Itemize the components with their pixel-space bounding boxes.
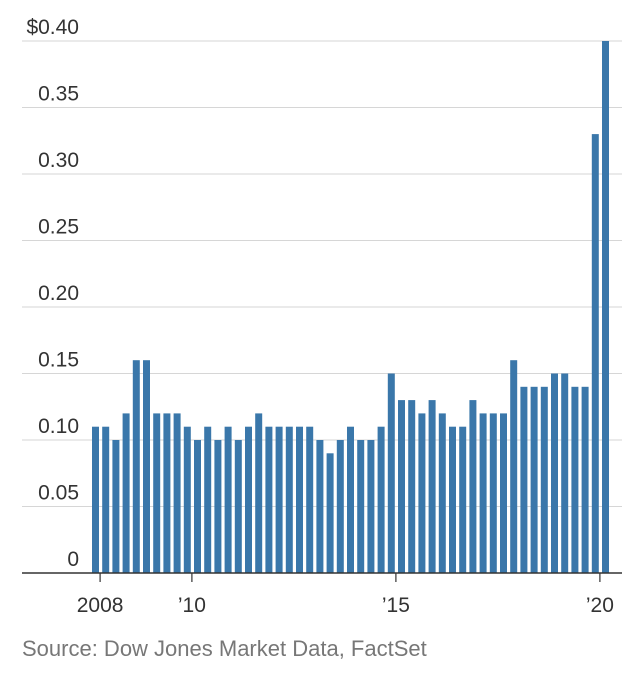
bar (469, 400, 477, 573)
bar (438, 413, 446, 573)
y-tick-label: 0.15 (38, 349, 79, 372)
bar (143, 360, 150, 573)
bar (591, 134, 599, 573)
y-tick-label: 0.05 (38, 482, 79, 505)
bar (540, 386, 548, 573)
bar (581, 386, 589, 573)
x-axis-ticks: 2008 ’10 ’15 ’20 (77, 573, 614, 617)
bar (336, 440, 344, 573)
y-axis-labels: 0 0.05 0.10 0.15 0.20 0.25 0.30 0.35 $0.40 (26, 16, 79, 571)
bar (449, 426, 456, 573)
bar (459, 426, 467, 573)
bar (122, 413, 130, 573)
bar (234, 440, 242, 573)
bar (92, 426, 99, 573)
bar (530, 386, 538, 573)
bar (285, 426, 293, 573)
bar (296, 426, 303, 573)
bar (428, 400, 436, 573)
x-tick-label: ’15 (382, 594, 410, 617)
x-tick-label: ’10 (178, 594, 206, 617)
bar (183, 426, 191, 573)
bar (306, 426, 314, 573)
bar (510, 360, 518, 573)
bar (479, 413, 487, 573)
bar (418, 413, 426, 573)
bar (408, 400, 416, 573)
bar (602, 41, 609, 573)
bars (92, 41, 609, 573)
bar (357, 440, 365, 573)
bar (347, 426, 354, 573)
bar (102, 426, 110, 573)
bar (398, 400, 405, 573)
bar (489, 413, 497, 573)
bar (224, 426, 232, 573)
gridlines (22, 40, 622, 507)
bar (204, 426, 212, 573)
x-tick-label: 2008 (77, 594, 124, 617)
bar (163, 413, 171, 573)
bar (265, 426, 273, 573)
y-tick-label: 0.25 (38, 216, 79, 239)
bar (551, 373, 558, 573)
bar (387, 373, 395, 573)
bar (132, 360, 140, 573)
bar (275, 426, 283, 573)
source-note: Source: Dow Jones Market Data, FactSet (22, 636, 427, 661)
y-tick-label: $0.40 (26, 16, 79, 39)
bar (377, 426, 385, 573)
bar (520, 386, 528, 573)
y-tick-label: 0.35 (38, 83, 79, 106)
bar (561, 373, 569, 573)
bar (112, 440, 120, 573)
bar (326, 453, 334, 573)
y-tick-label: 0.30 (38, 149, 79, 172)
x-tick-label: ’20 (586, 594, 614, 617)
y-tick-label: 0 (67, 548, 79, 571)
bar (194, 440, 201, 573)
bar (173, 413, 181, 573)
bar (500, 413, 507, 573)
y-tick-label: 0.10 (38, 415, 79, 438)
bar (367, 440, 375, 573)
bar (214, 440, 222, 573)
bar (255, 413, 263, 573)
bar-chart: 0 0.05 0.10 0.15 0.20 0.25 0.30 0.35 $0.40 2008 ’… (22, 16, 622, 617)
bar (245, 426, 252, 573)
bar (153, 413, 161, 573)
bar (571, 386, 579, 573)
y-tick-label: 0.20 (38, 282, 79, 305)
bar (316, 440, 324, 573)
